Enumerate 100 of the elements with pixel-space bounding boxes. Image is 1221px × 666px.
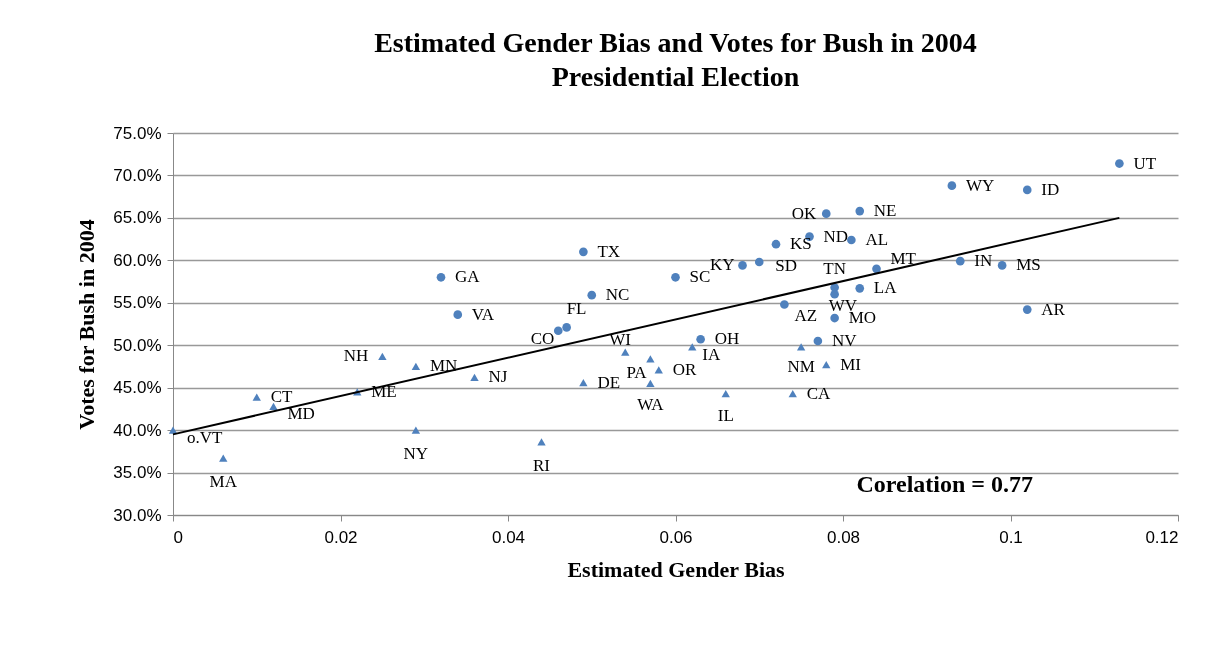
annotation: DE bbox=[597, 372, 621, 392]
point bbox=[579, 247, 588, 257]
annotation: MN bbox=[429, 356, 458, 376]
point bbox=[721, 389, 730, 398]
x-tick-label: 0.06 bbox=[659, 527, 693, 547]
annotation: NC bbox=[605, 285, 630, 305]
annotation: WY bbox=[965, 175, 995, 195]
point bbox=[855, 284, 865, 293]
y-tick-label: 40.0% bbox=[113, 420, 162, 440]
annotation: AL bbox=[865, 229, 889, 249]
annotation: FL bbox=[566, 299, 587, 319]
annotation: Corelation = 0.77 bbox=[856, 471, 1033, 497]
point bbox=[872, 264, 881, 274]
annotation: SC bbox=[689, 267, 711, 287]
y-tick-label: 35.0% bbox=[113, 463, 162, 483]
annotation: UT bbox=[1133, 153, 1157, 173]
point bbox=[796, 343, 806, 351]
y-tick-label: 70.0% bbox=[113, 165, 162, 185]
y-tick-label: 75.0% bbox=[113, 123, 162, 143]
point bbox=[621, 348, 630, 356]
annotation: MA bbox=[209, 472, 238, 492]
point bbox=[1022, 305, 1032, 314]
annotation: ID bbox=[1041, 179, 1060, 199]
point bbox=[788, 389, 797, 398]
annotation: NM bbox=[787, 356, 815, 376]
point bbox=[821, 209, 831, 218]
y-axis-title: Votes for Bush in 2004 bbox=[74, 219, 100, 430]
point bbox=[537, 438, 546, 446]
x-tick-label: 0.04 bbox=[491, 527, 526, 547]
point bbox=[646, 379, 655, 388]
annotation: CT bbox=[270, 387, 294, 406]
x-tick-label: 0 bbox=[173, 527, 183, 547]
point bbox=[219, 454, 228, 462]
annotation: ND bbox=[823, 226, 849, 246]
annotation: NV bbox=[831, 330, 858, 350]
y-tick-label: 50.0% bbox=[113, 335, 162, 355]
point bbox=[813, 336, 823, 346]
annotation: AZ bbox=[794, 306, 818, 326]
y-tick-label: 30.0% bbox=[113, 505, 162, 525]
annotation: o.VT bbox=[187, 428, 224, 448]
annotation: VA bbox=[471, 304, 495, 324]
point bbox=[830, 313, 839, 323]
point bbox=[671, 272, 680, 282]
y-tick-label: 60.0% bbox=[113, 250, 162, 270]
annotation: NY bbox=[403, 444, 429, 464]
point bbox=[453, 310, 463, 319]
y-tick-label: 65.0% bbox=[113, 208, 162, 228]
point bbox=[562, 323, 571, 332]
annotation: CO bbox=[530, 328, 555, 348]
point bbox=[470, 373, 479, 382]
annotation: TN bbox=[823, 259, 846, 279]
annotation: MI bbox=[840, 354, 862, 374]
annotation: OK bbox=[791, 203, 817, 223]
point bbox=[696, 334, 705, 344]
point bbox=[646, 355, 655, 363]
x-tick-label: 0.02 bbox=[324, 527, 358, 547]
point bbox=[955, 256, 965, 266]
annotation: MT bbox=[890, 248, 917, 268]
annotation: MS bbox=[1016, 255, 1041, 275]
point bbox=[378, 352, 387, 360]
annotation: IN bbox=[974, 251, 993, 271]
annotation: SD bbox=[775, 256, 797, 276]
point bbox=[579, 378, 588, 387]
annotation: GA bbox=[455, 267, 481, 287]
annotation: MD bbox=[287, 404, 315, 424]
point bbox=[411, 362, 421, 371]
point bbox=[822, 361, 831, 369]
annotation: IL bbox=[717, 405, 734, 425]
point bbox=[754, 257, 764, 267]
annotation: KY bbox=[709, 255, 735, 275]
chart-title: Estimated Gender Bias and Votes for Bush in 2004 Presidential Election bbox=[374, 27, 977, 92]
point bbox=[1115, 159, 1124, 168]
point bbox=[252, 393, 261, 401]
point bbox=[436, 272, 446, 282]
annotation: NJ bbox=[488, 367, 508, 387]
annotation: RI bbox=[533, 456, 551, 475]
point bbox=[997, 261, 1007, 270]
point bbox=[688, 343, 697, 351]
annotation: NH bbox=[343, 346, 369, 366]
y-tick-label: 55.0% bbox=[113, 293, 162, 313]
point bbox=[780, 300, 789, 309]
annotation: TX bbox=[597, 241, 621, 261]
annotation: OR bbox=[672, 359, 698, 379]
annotation: KS bbox=[790, 234, 812, 254]
annotation: NE bbox=[873, 201, 897, 221]
x-tick-label: 0.12 bbox=[1145, 527, 1179, 547]
point bbox=[847, 235, 856, 245]
x-tick-label: 0.1 bbox=[999, 527, 1023, 547]
annotation: CA bbox=[806, 383, 832, 403]
point bbox=[855, 206, 865, 216]
point bbox=[947, 181, 957, 190]
point bbox=[411, 426, 421, 434]
point bbox=[587, 290, 597, 300]
x-axis-title: Estimated Gender Bias bbox=[567, 556, 786, 582]
annotation: WA bbox=[637, 395, 665, 415]
y-tick-label: 45.0% bbox=[113, 378, 162, 398]
annotation: AR bbox=[1041, 299, 1066, 319]
annotation: LA bbox=[873, 278, 898, 298]
point bbox=[553, 326, 563, 336]
point bbox=[1022, 185, 1032, 195]
